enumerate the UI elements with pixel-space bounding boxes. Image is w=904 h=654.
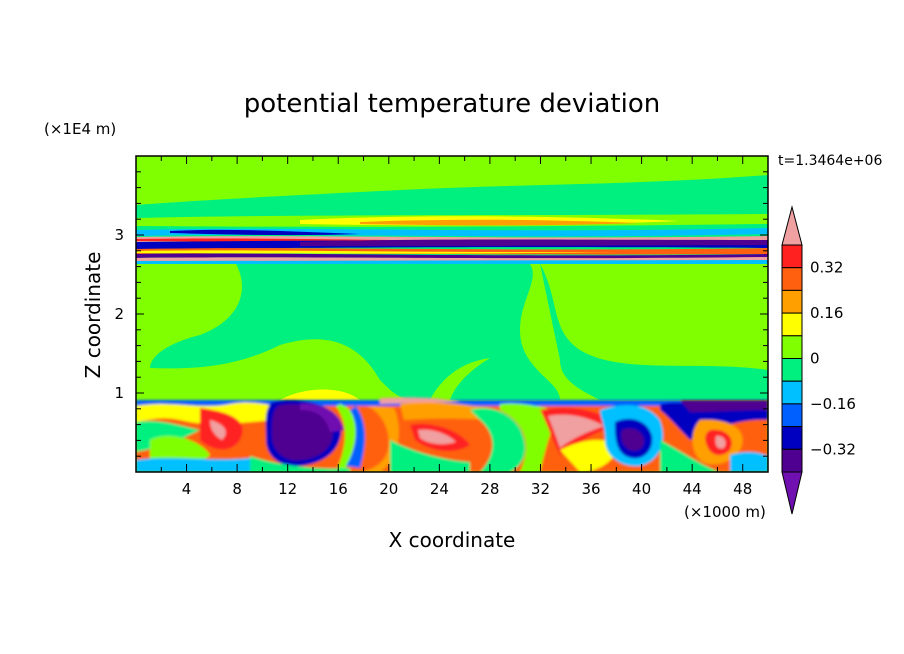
x-tick-label: 48 <box>733 480 752 498</box>
x-tick-label: 20 <box>379 480 398 498</box>
x-tick-label: 16 <box>329 480 348 498</box>
x-axis-ticks: 4 8 12 16 20 24 28 32 36 40 44 48 <box>160 156 752 498</box>
colorbar-tick-label: −0.32 <box>810 440 856 458</box>
y-axis-ticks: 1 2 3 <box>114 171 768 457</box>
boundary-layer <box>136 397 768 472</box>
x-tick-label: 28 <box>480 480 499 498</box>
colorbar-tick-label: 0.32 <box>810 259 843 277</box>
colorbar-extend-bottom <box>781 471 803 515</box>
y-tick-label: 3 <box>114 226 124 244</box>
upper-field <box>136 156 768 218</box>
colorbar-segment <box>781 358 803 382</box>
x-tick-label: 40 <box>632 480 651 498</box>
x-tick-label: 24 <box>430 480 449 498</box>
colorbar-ticks: 0.32 0.16 0 −0.16 −0.32 <box>810 259 856 459</box>
colorbar-segment <box>781 244 803 269</box>
colorbar-tick-label: 0.16 <box>810 304 843 322</box>
y-axis-label: Z coordinate <box>81 252 105 379</box>
colorbar-segment <box>781 267 803 291</box>
time-label: t=1.3464e+06 <box>778 153 882 169</box>
y-tick-label: 1 <box>114 384 124 402</box>
x-tick-label: 8 <box>232 480 242 498</box>
mid-field <box>136 264 768 400</box>
x-tick-label: 4 <box>182 480 192 498</box>
x-tick-label: 12 <box>278 480 297 498</box>
colorbar-extend-top <box>781 205 803 246</box>
heatmap-field <box>136 156 768 472</box>
colorbar-segment <box>781 335 803 359</box>
chart-title: potential temperature deviation <box>244 89 660 119</box>
x-units-label: (×1000 m) <box>684 503 766 521</box>
colorbar-tick-label: 0 <box>810 350 820 368</box>
x-tick-label: 36 <box>581 480 600 498</box>
colorbar-segment <box>781 448 803 473</box>
colorbar-segment <box>781 289 803 314</box>
x-tick-label: 44 <box>683 480 702 498</box>
x-axis-label: X coordinate <box>389 528 516 552</box>
colorbar-segment <box>781 312 803 337</box>
inversion-band <box>136 214 768 264</box>
colorbar-segment <box>781 426 803 450</box>
colorbar <box>781 205 803 515</box>
y-tick-label: 2 <box>114 305 124 323</box>
colorbar-segment <box>781 403 803 428</box>
colorbar-segment <box>781 380 803 405</box>
y-units-label: (×1E4 m) <box>44 120 116 138</box>
colorbar-tick-label: −0.16 <box>810 395 856 413</box>
x-tick-label: 32 <box>531 480 550 498</box>
